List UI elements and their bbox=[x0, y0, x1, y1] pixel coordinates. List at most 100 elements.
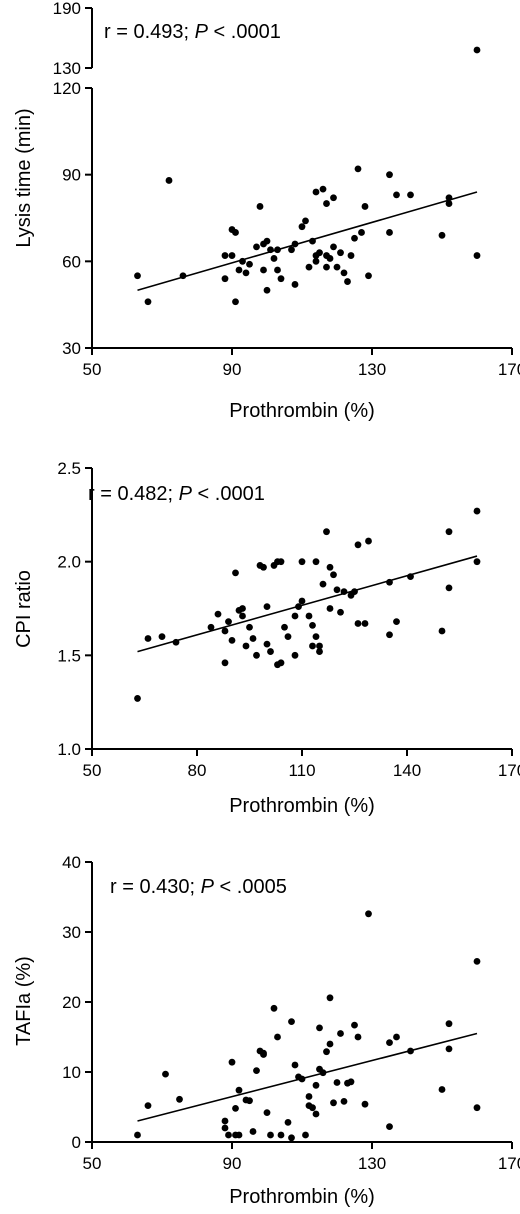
x-tick-label: 130 bbox=[358, 360, 386, 379]
panel-tafia: 50 90 130 170 0 10 20 30 40 r = 0.430; P < .0005… bbox=[13, 853, 520, 1208]
fit-line-tafia bbox=[137, 1032, 478, 1122]
y-tick-label: 1.0 bbox=[57, 740, 81, 759]
x-tick-label: 90 bbox=[223, 1154, 242, 1173]
data-point bbox=[235, 266, 243, 274]
data-point bbox=[445, 1045, 453, 1053]
data-point bbox=[134, 1131, 141, 1139]
data-point bbox=[277, 558, 285, 566]
data-point bbox=[291, 281, 299, 288]
data-point bbox=[333, 263, 341, 271]
data-point bbox=[445, 528, 453, 536]
y-axis-label-cpi: CPI ratio bbox=[13, 570, 35, 648]
data-point bbox=[263, 237, 271, 245]
data-point bbox=[312, 558, 320, 566]
data-point bbox=[312, 257, 320, 265]
data-point bbox=[351, 234, 358, 242]
data-point bbox=[305, 612, 313, 620]
data-point bbox=[337, 249, 344, 257]
data-point bbox=[316, 1024, 323, 1032]
data-point bbox=[134, 695, 141, 702]
data-point bbox=[365, 272, 372, 280]
data-point bbox=[277, 1131, 285, 1139]
data-point bbox=[291, 612, 299, 620]
data-point bbox=[358, 229, 365, 236]
data-point bbox=[330, 1099, 337, 1107]
data-point bbox=[445, 584, 453, 592]
data-point bbox=[158, 633, 166, 640]
data-point bbox=[333, 1079, 341, 1086]
data-point bbox=[438, 231, 446, 239]
data-point bbox=[225, 1131, 232, 1139]
data-point bbox=[316, 249, 323, 257]
data-point bbox=[386, 631, 393, 639]
annotation-cpi: r = 0.482; P < .0001 bbox=[88, 483, 265, 505]
data-point bbox=[270, 1004, 278, 1012]
data-point bbox=[340, 1098, 348, 1105]
data-point bbox=[298, 558, 306, 566]
data-point bbox=[144, 298, 152, 306]
data-point bbox=[326, 255, 334, 262]
data-point bbox=[221, 252, 229, 259]
data-point bbox=[302, 1131, 309, 1139]
data-point bbox=[337, 1030, 344, 1037]
y-tick-label: 90 bbox=[62, 166, 81, 185]
data-point bbox=[312, 633, 320, 640]
y-tick-label: 40 bbox=[62, 853, 81, 872]
data-point bbox=[239, 605, 246, 612]
data-point bbox=[354, 541, 362, 549]
y-axis-label-tafia: TAFIa (%) bbox=[13, 956, 35, 1046]
data-point bbox=[347, 1078, 355, 1086]
data-point bbox=[393, 1033, 400, 1041]
x-tick-label: 80 bbox=[188, 761, 207, 780]
data-point bbox=[354, 620, 362, 627]
data-point bbox=[473, 1104, 481, 1112]
data-point bbox=[393, 191, 400, 199]
data-point bbox=[326, 605, 334, 612]
y-tick-label: 30 bbox=[62, 923, 81, 942]
data-point bbox=[354, 1033, 362, 1041]
axes-tafia: 50 90 130 170 0 10 20 30 40 bbox=[62, 853, 520, 1173]
x-tick-label: 90 bbox=[223, 360, 242, 379]
data-point bbox=[312, 188, 320, 196]
x-tick-label: 140 bbox=[393, 761, 421, 780]
y-tick-label: 60 bbox=[62, 252, 81, 271]
data-point bbox=[288, 1018, 295, 1025]
data-point bbox=[312, 1110, 320, 1118]
data-point bbox=[386, 229, 393, 236]
data-point bbox=[228, 1058, 236, 1066]
y-tick-label: 0 bbox=[72, 1133, 81, 1152]
data-point bbox=[221, 1117, 229, 1125]
data-point bbox=[323, 263, 330, 271]
data-point bbox=[239, 612, 246, 620]
x-tick-label: 170 bbox=[498, 761, 520, 780]
data-point bbox=[473, 558, 481, 566]
data-point bbox=[235, 1131, 243, 1139]
y-tick-label: 190 bbox=[53, 0, 81, 18]
y-axis-label-lysis: Lysis time (min) bbox=[13, 108, 35, 247]
y-tick-label: 30 bbox=[62, 339, 81, 358]
data-point bbox=[221, 627, 229, 635]
x-axis-label-tafia: Prothrombin (%) bbox=[229, 1186, 375, 1208]
data-point bbox=[235, 1086, 243, 1094]
data-point bbox=[277, 275, 285, 283]
x-tick-label: 110 bbox=[288, 761, 315, 780]
data-point bbox=[326, 1040, 334, 1048]
data-point bbox=[284, 633, 292, 640]
data-point bbox=[274, 1033, 281, 1041]
data-point bbox=[407, 191, 414, 199]
data-point bbox=[246, 1097, 253, 1105]
x-tick-label: 130 bbox=[358, 1154, 386, 1173]
y-tick-label: 20 bbox=[62, 993, 81, 1012]
data-point bbox=[207, 623, 215, 631]
y-tick-label: 130 bbox=[53, 59, 81, 78]
data-point bbox=[326, 563, 334, 571]
x-tick-label: 50 bbox=[83, 1154, 102, 1173]
data-point bbox=[256, 203, 264, 210]
data-point bbox=[445, 200, 453, 207]
data-point bbox=[249, 1128, 257, 1135]
data-point bbox=[309, 1104, 316, 1112]
data-point bbox=[260, 266, 267, 274]
data-point bbox=[323, 528, 330, 536]
data-point bbox=[473, 46, 481, 54]
